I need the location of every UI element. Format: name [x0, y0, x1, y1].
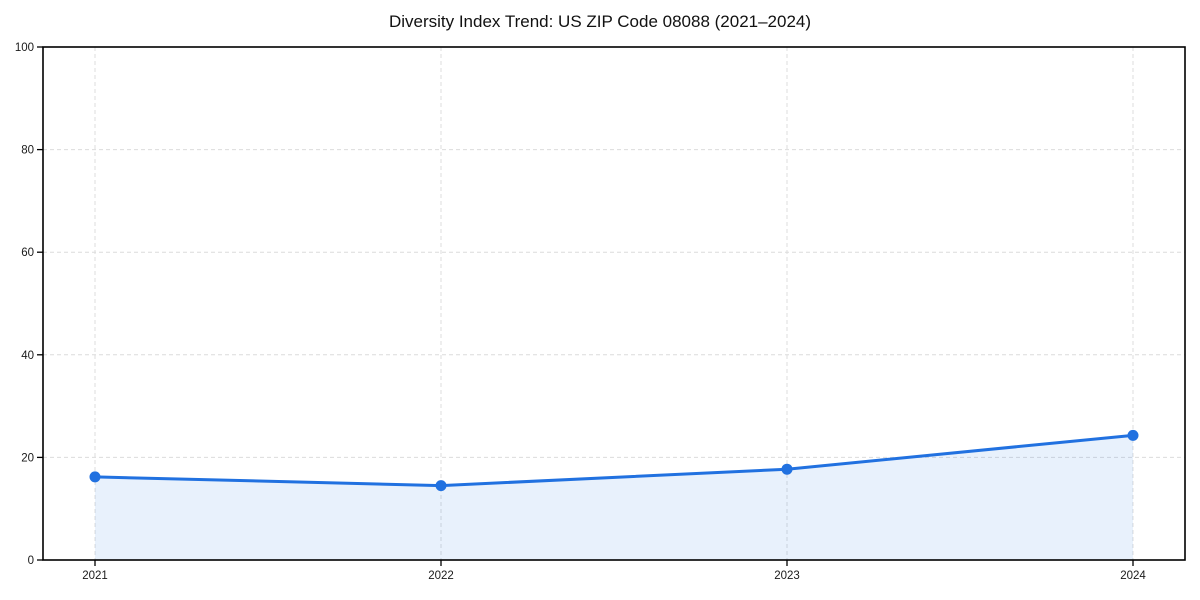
- data-point-2021: [89, 471, 101, 483]
- data-point-2022: [435, 480, 447, 492]
- y-tick-label: 20: [21, 452, 34, 464]
- plot-spines: [42, 46, 1186, 561]
- x-tick-label: 2023: [774, 570, 800, 582]
- y-tick-label: 60: [21, 247, 34, 259]
- trend-line: [93, 433, 1135, 488]
- data-point-2023: [781, 463, 793, 475]
- chart-title: Diversity Index Trend: US ZIP Code 08088…: [388, 12, 812, 31]
- area-fill: [95, 435, 1133, 560]
- y-tick-label: 80: [21, 145, 34, 157]
- y-tick-label: 0: [28, 555, 34, 567]
- x-tick-label: 2021: [82, 570, 108, 582]
- data-point-2024: [1127, 429, 1139, 441]
- x-tick-label: 2022: [428, 570, 454, 582]
- y-tick-label: 40: [21, 350, 34, 362]
- x-tick-label: 2024: [1120, 570, 1146, 582]
- y-tick-label: 100: [15, 42, 34, 54]
